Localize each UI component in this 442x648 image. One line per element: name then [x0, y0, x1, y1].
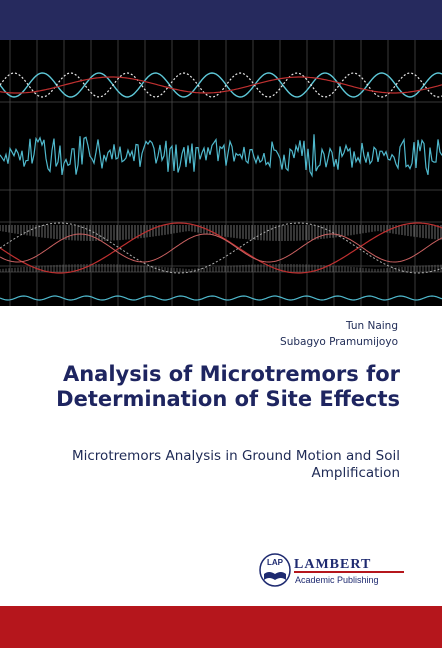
waveform	[0, 76, 442, 94]
author: Tun Naing	[346, 320, 398, 332]
title: Analysis of Microtremors for Determinati…	[56, 362, 400, 411]
waveform	[0, 222, 442, 274]
top-band	[0, 0, 442, 40]
waveform	[0, 233, 442, 263]
waveform	[0, 72, 442, 98]
publisher-logo: LAP LAMBERT Academic Publishing	[259, 553, 404, 587]
subtitle: Microtremors Analysis in Ground Motion a…	[71, 448, 400, 481]
author: Subagyo Pramumijoyo	[280, 336, 398, 348]
waveform	[0, 295, 442, 301]
waveform	[0, 222, 442, 274]
publisher-tagline: Academic Publishing	[295, 575, 379, 585]
waveform	[0, 134, 442, 178]
publisher-name: LAMBERT	[294, 557, 371, 572]
bottom-band	[0, 606, 442, 648]
cover-art	[0, 40, 442, 306]
publisher-mark: LAP	[267, 558, 284, 567]
authors: Tun Naing Subagyo Pramumijoyo	[280, 318, 398, 350]
